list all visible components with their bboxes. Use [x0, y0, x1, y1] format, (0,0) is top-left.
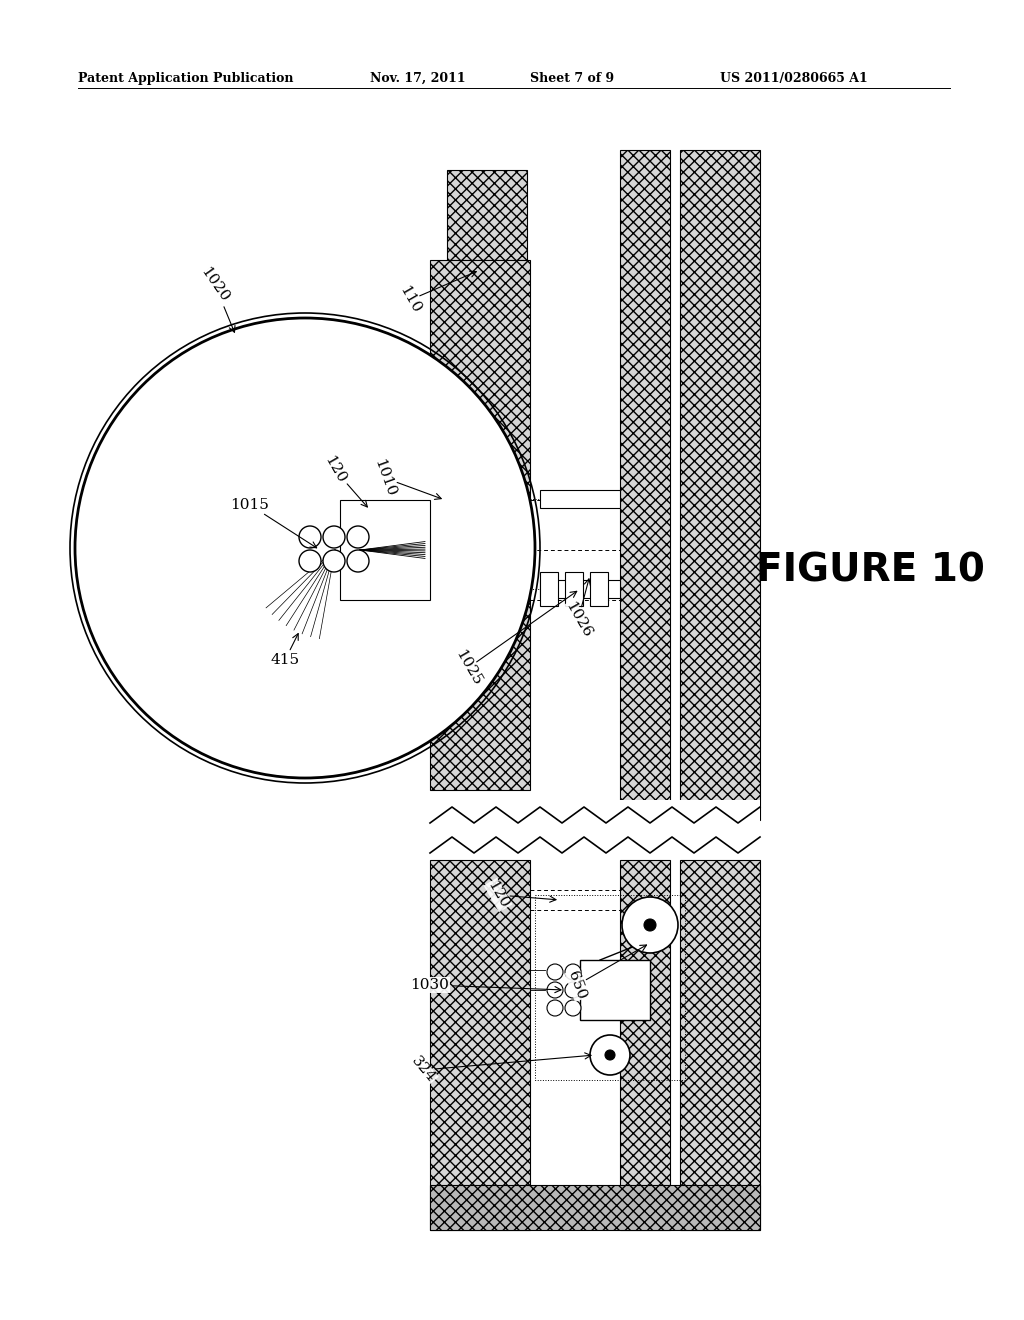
Circle shape: [605, 1049, 615, 1060]
Text: 1030: 1030: [411, 978, 561, 993]
Text: 324: 324: [409, 1053, 591, 1085]
Text: US 2011/0280665 A1: US 2011/0280665 A1: [720, 73, 867, 84]
Bar: [580, 960, 650, 1020]
Text: 120: 120: [322, 454, 368, 507]
Bar: [565, 572, 583, 606]
Text: Sheet 7 of 9: Sheet 7 of 9: [530, 73, 614, 84]
Circle shape: [75, 318, 535, 777]
Bar: [425, 490, 435, 610]
Text: 415: 415: [270, 634, 300, 667]
Text: 1010: 1010: [372, 457, 441, 499]
Text: 1026: 1026: [562, 579, 594, 640]
Bar: [530, 861, 620, 1185]
Bar: [620, 150, 670, 820]
Circle shape: [565, 1001, 581, 1016]
Circle shape: [565, 982, 581, 998]
Bar: [590, 572, 608, 606]
Circle shape: [323, 525, 345, 548]
Text: FIGURE 10: FIGURE 10: [756, 550, 984, 589]
Bar: [680, 150, 760, 820]
Bar: [620, 861, 670, 1230]
Bar: [430, 1185, 760, 1230]
Circle shape: [299, 525, 321, 548]
Circle shape: [299, 550, 321, 572]
Bar: [540, 572, 558, 606]
Circle shape: [547, 1001, 563, 1016]
Bar: [430, 800, 760, 855]
Text: 1025: 1025: [453, 591, 577, 688]
Text: 650: 650: [565, 945, 646, 1001]
Circle shape: [347, 525, 369, 548]
Circle shape: [565, 964, 581, 979]
Text: Patent Application Publication: Patent Application Publication: [78, 73, 294, 84]
Bar: [540, 579, 620, 598]
Circle shape: [622, 898, 678, 953]
Text: 1020: 1020: [198, 265, 234, 333]
Bar: [430, 861, 530, 1230]
Circle shape: [323, 550, 345, 572]
Text: 110: 110: [396, 271, 476, 317]
Bar: [340, 500, 430, 601]
Circle shape: [547, 964, 563, 979]
Text: 120: 120: [484, 879, 556, 911]
Text: 1015: 1015: [230, 498, 316, 548]
Bar: [540, 490, 620, 508]
Bar: [447, 170, 527, 260]
Circle shape: [347, 550, 369, 572]
Text: Nov. 17, 2011: Nov. 17, 2011: [370, 73, 466, 84]
Circle shape: [547, 982, 563, 998]
Bar: [680, 861, 760, 1230]
Circle shape: [644, 919, 656, 931]
Circle shape: [590, 1035, 630, 1074]
Bar: [430, 260, 530, 789]
